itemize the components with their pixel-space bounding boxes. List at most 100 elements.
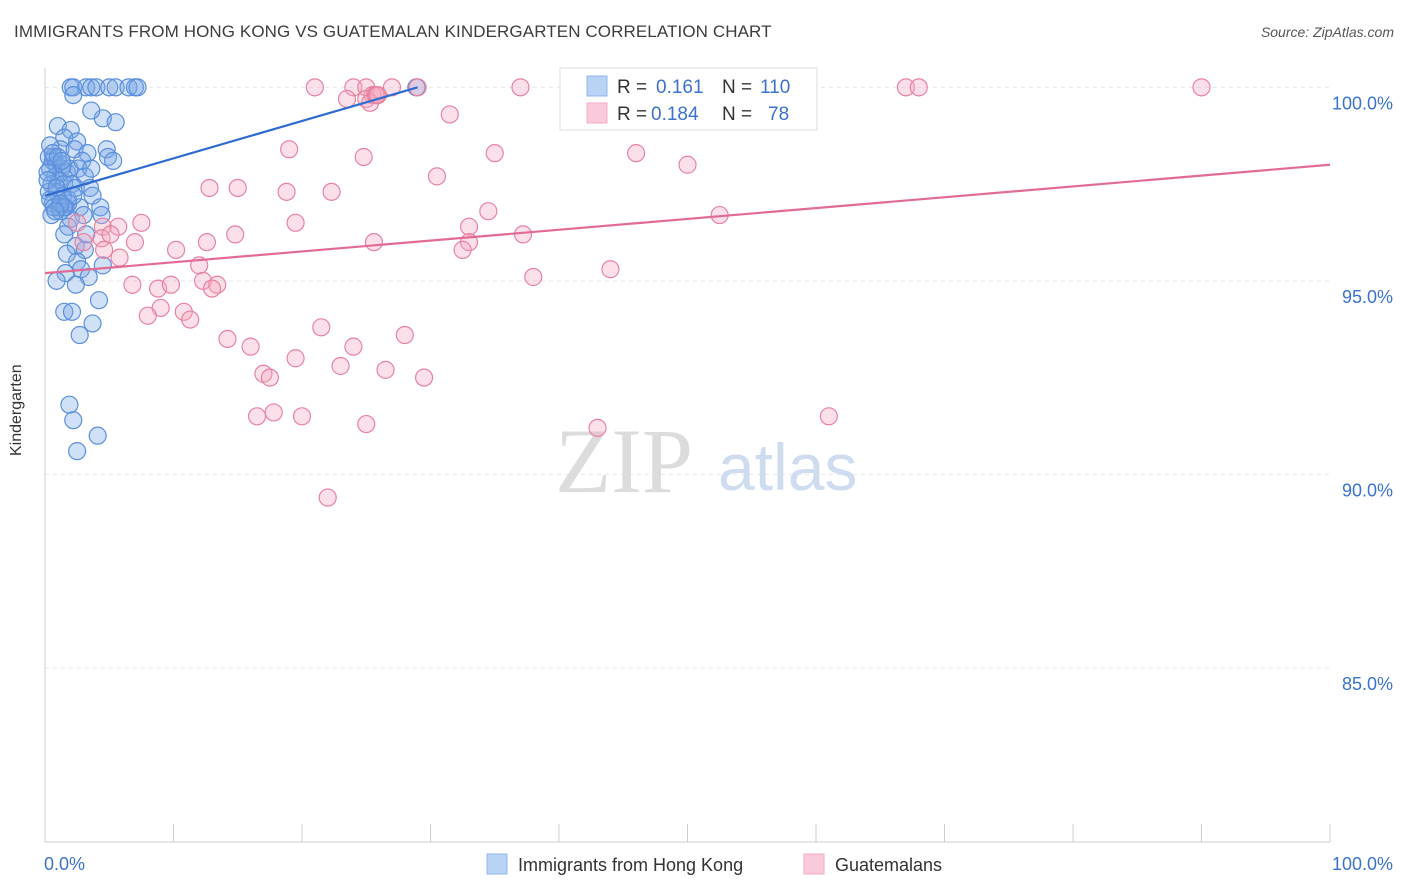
- point-hong-kong-71: [89, 291, 109, 310]
- point-guatemalans-74: [260, 368, 279, 387]
- point-guatemalans-23: [485, 144, 504, 163]
- point-guatemalans-71: [331, 356, 350, 376]
- point-hong-kong-65: [93, 256, 112, 275]
- point-guatemalans-80: [588, 418, 607, 438]
- point-hong-kong-22: [97, 140, 116, 159]
- point-hong-kong-93: [82, 159, 101, 178]
- point-guatemalans-41: [197, 233, 217, 252]
- point-guatemalans-25: [678, 155, 697, 174]
- point-guatemalans-5: [511, 78, 530, 97]
- gridlines: [45, 86, 1330, 669]
- x-tick-label-1: 100.0%: [1332, 854, 1393, 874]
- point-hong-kong-35: [38, 163, 57, 182]
- point-hong-kong-78: [88, 426, 107, 445]
- trend-line-guatemalans: [44, 163, 1331, 275]
- point-guatemalans-39: [68, 213, 87, 232]
- series-hong-kong-points: [38, 78, 426, 461]
- legend-swatch-guatemalans: [803, 853, 825, 875]
- watermark: ZIP atlas: [555, 410, 857, 512]
- point-hong-kong-70: [66, 275, 85, 294]
- point-hong-kong-95: [46, 202, 65, 221]
- point-guatemalans-81: [819, 407, 838, 426]
- point-guatemalans-60: [202, 279, 222, 298]
- point-guatemalans-21: [280, 140, 299, 159]
- y-tick-labels: 85.0% 90.0% 95.0% 100.0%: [1332, 93, 1393, 694]
- point-guatemalans-52: [601, 260, 620, 279]
- point-guatemalans-35: [513, 225, 533, 244]
- point-guatemalans-62: [138, 306, 157, 325]
- point-hong-kong-1: [64, 78, 83, 97]
- stats-n-value-1: 110: [760, 77, 790, 98]
- stats-n-label-1: N =: [722, 77, 752, 98]
- point-hong-kong-75: [70, 325, 89, 345]
- x-tick-labels: 0.0% 100.0%: [44, 854, 1393, 874]
- stats-swatch-hong-kong: [586, 75, 608, 97]
- point-guatemalans-67: [312, 318, 331, 337]
- point-hong-kong-72: [55, 302, 74, 321]
- point-hong-kong-14: [82, 101, 101, 120]
- point-guatemalans-26: [427, 167, 447, 186]
- trend-line-hong-kong: [44, 86, 418, 197]
- source-credit: Source: ZipAtlas.com: [1260, 24, 1394, 40]
- point-hong-kong-83: [52, 151, 71, 170]
- point-hong-kong-24: [104, 151, 123, 170]
- point-guatemalans-75: [414, 368, 434, 387]
- point-hong-kong-4: [87, 78, 106, 97]
- point-guatemalans-24: [626, 144, 646, 163]
- point-hong-kong-3: [82, 78, 101, 97]
- point-hong-kong-11: [64, 85, 83, 105]
- point-guatemalans-30: [322, 182, 341, 201]
- y-tick-label-3: 100.0%: [1332, 93, 1393, 113]
- point-guatemalans-37: [109, 217, 128, 236]
- point-guatemalans-64: [181, 310, 200, 329]
- point-guatemalans-33: [286, 213, 305, 232]
- stats-r-value-2: 0.184: [651, 104, 699, 125]
- point-guatemalans-76: [247, 407, 267, 426]
- point-guatemalans-22: [354, 147, 373, 167]
- point-hong-kong-60: [55, 225, 74, 244]
- point-guatemalans-51: [110, 248, 129, 267]
- legend-label-guatemalans: Guatemalans: [835, 855, 942, 875]
- stats-r-label-1: R =: [617, 77, 647, 98]
- axes: [44, 68, 1331, 843]
- watermark-zip: ZIP: [555, 410, 693, 512]
- point-guatemalans-44: [125, 233, 145, 252]
- point-guatemalans-29: [277, 182, 296, 201]
- point-guatemalans-40: [226, 225, 245, 244]
- stats-r-label-2: R =: [617, 104, 647, 125]
- point-guatemalans-57: [161, 275, 181, 294]
- point-guatemalans-46: [92, 229, 111, 248]
- trend-lines: [44, 86, 1331, 275]
- point-guatemalans-68: [344, 337, 363, 356]
- point-hong-kong-79: [68, 442, 87, 461]
- x-tick-label-0: 0.0%: [44, 854, 85, 874]
- point-hong-kong-5: [100, 78, 119, 97]
- point-guatemalans-70: [286, 349, 305, 368]
- legend-swatch-hong-kong: [486, 853, 508, 875]
- point-guatemalans-11: [909, 78, 928, 97]
- point-hong-kong-69: [47, 271, 66, 290]
- point-guatemalans-72: [376, 360, 395, 379]
- y-tick-label-0: 85.0%: [1342, 674, 1393, 694]
- stats-legend: R = 0.161 N = 110 R = 0.184 N = 78: [559, 67, 818, 131]
- stats-n-label-2: N =: [722, 104, 752, 125]
- stats-r-value-1: 0.161: [656, 77, 704, 98]
- chart-title: IMMIGRANTS FROM HONG KONG VS GUATEMALAN …: [14, 22, 772, 41]
- point-guatemalans-12: [1192, 78, 1211, 97]
- point-guatemalans-77: [264, 403, 283, 422]
- point-guatemalans-55: [123, 275, 142, 294]
- stats-n-value-2: 78: [768, 104, 789, 125]
- point-hong-kong-76: [60, 395, 79, 414]
- point-guatemalans-0: [305, 78, 324, 97]
- point-guatemalans-69: [395, 325, 414, 345]
- series-legend: Immigrants from Hong Kong Guatemalans: [486, 853, 942, 875]
- point-guatemalans-34: [459, 217, 479, 236]
- point-hong-kong-9: [128, 78, 147, 97]
- legend-label-hong-kong: Immigrants from Hong Kong: [518, 855, 743, 875]
- point-guatemalans-13: [337, 89, 357, 109]
- point-guatemalans-38: [132, 213, 151, 232]
- point-guatemalans-50: [95, 240, 114, 259]
- point-guatemalans-79: [357, 414, 376, 434]
- point-guatemalans-82: [318, 488, 337, 507]
